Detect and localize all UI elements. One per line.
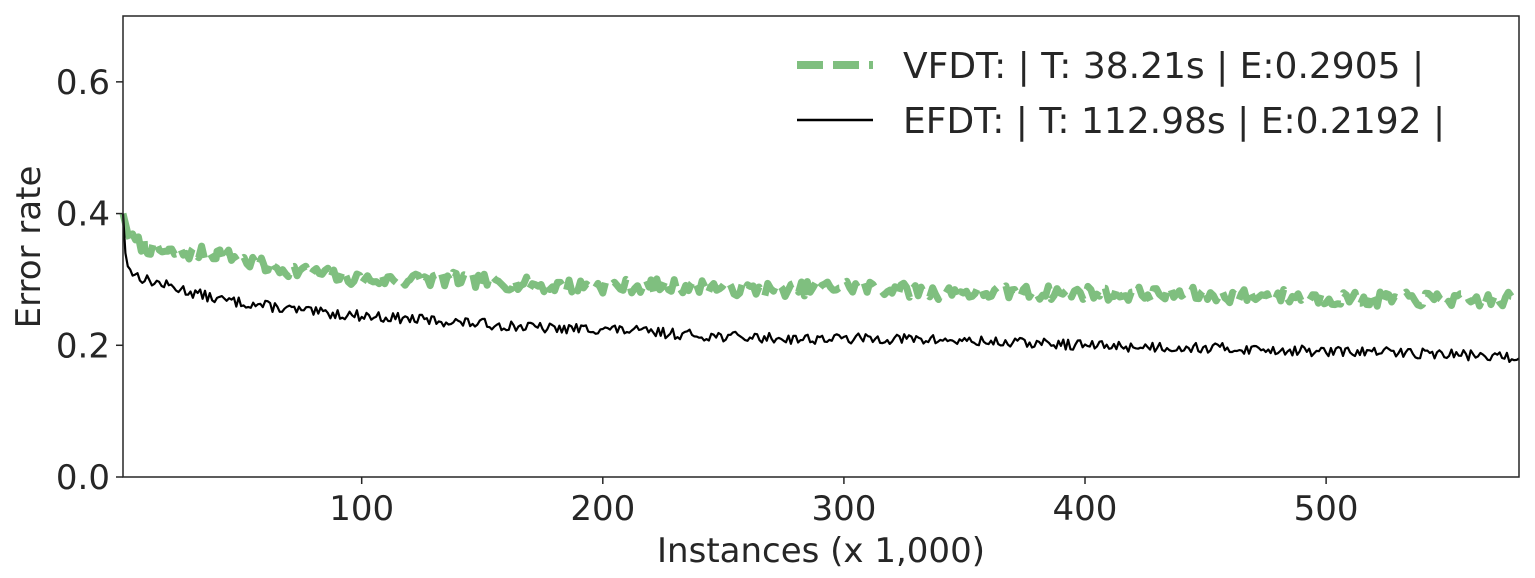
legend-label-vfdt: VFDT: | T: 38.21s | E:0.2905 | — [903, 46, 1424, 87]
legend-label-efdt: EFDT: | T: 112.98s | E:0.2192 | — [903, 101, 1445, 142]
y-tick-label: 0.2 — [56, 326, 110, 366]
plot-frame — [122, 15, 1520, 478]
x-axis-ticks: 100 200 300 400 500 — [329, 477, 1359, 529]
series-line-efdt — [121, 213, 1520, 363]
x-tick-label: 200 — [570, 489, 635, 529]
y-tick-label: 0.0 — [56, 458, 110, 498]
y-axis-ticks: 0.0 0.2 0.4 0.6 — [56, 63, 123, 498]
y-axis-label: Error rate — [9, 166, 49, 329]
x-axis-label: Instances (x 1,000) — [657, 531, 985, 571]
x-tick-label: 500 — [1294, 489, 1359, 529]
x-tick-label: 400 — [1053, 489, 1118, 529]
x-tick-label: 100 — [329, 489, 394, 529]
x-tick-label: 300 — [811, 489, 876, 529]
series-line-vfdt — [119, 212, 1522, 310]
y-tick-label: 0.6 — [56, 63, 110, 103]
legend: VFDT: | T: 38.21s | E:0.2905 | EFDT: | T… — [797, 46, 1445, 142]
plot-area — [119, 212, 1522, 363]
y-tick-label: 0.4 — [56, 195, 110, 235]
